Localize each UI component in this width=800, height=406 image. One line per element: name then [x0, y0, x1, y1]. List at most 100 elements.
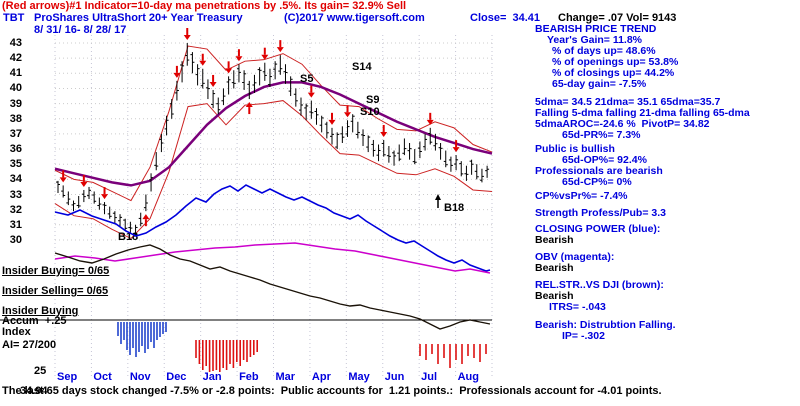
sell-arrow — [452, 147, 460, 153]
month-label: Nov — [129, 371, 151, 383]
stat-line: CLOSING POWER (blue): — [535, 223, 661, 235]
price-axis-label: 38 — [9, 112, 22, 125]
month-label: May — [348, 371, 370, 383]
sell-arrow — [380, 131, 388, 137]
sell-arrow — [276, 47, 284, 53]
signal-label: B18 — [444, 202, 464, 214]
stat-line: Falling 5-dma falling 21-dma falling 65-… — [535, 107, 750, 119]
stat-line: Strength Profess/Pub= 3.3 — [535, 207, 666, 219]
price-axis-label: 39 — [9, 97, 22, 110]
left-label: 25 — [34, 365, 47, 377]
sell-arrow — [307, 92, 315, 98]
obv-line — [54, 242, 491, 274]
stat-line: % of closings up= 44.2% — [552, 67, 675, 79]
price-axis-label: 40 — [9, 82, 22, 95]
signal-label: S14 — [352, 61, 372, 73]
month-label: Feb — [239, 371, 259, 383]
month-label: Sep — [57, 371, 78, 383]
price-axis-label: 37 — [9, 127, 22, 140]
sell-arrow — [101, 194, 109, 200]
close-value: Close= 34.41 — [470, 12, 541, 24]
sell-arrow — [235, 56, 243, 62]
price-axis-label: 35 — [9, 158, 22, 171]
left-label: Insider Buying= 0/65 — [2, 265, 110, 277]
left-label: Insider Selling= 0/65 — [2, 285, 109, 297]
price-axis-label: 31 — [9, 218, 22, 231]
month-label: Oct — [93, 371, 112, 383]
grid — [54, 35, 493, 378]
left-label: Index — [2, 326, 31, 338]
ma65-line — [54, 81, 493, 187]
buy-arrow — [142, 214, 150, 220]
summary-line: The last 65 days stock changed -7.5% or … — [2, 385, 662, 397]
stat-line: Bearish — [535, 262, 574, 274]
month-label: Jan — [202, 371, 222, 383]
stat-line: ITRS= -.043 — [549, 301, 606, 313]
date-range: 8/ 31/ 16- 8/ 28/ 17 — [34, 24, 127, 36]
stat-line: 5dmaAROC=-24.6 % PivotP= 34.82 — [535, 118, 710, 130]
stat-line: REL.STR..VS DJI (brown): — [535, 279, 664, 291]
price-axis-label: 41 — [9, 67, 22, 80]
stat-line: Public is bullish — [535, 143, 615, 155]
month-label: Mar — [275, 371, 296, 383]
price-axis-label: 33 — [9, 188, 22, 201]
stat-line: Bearish — [535, 234, 574, 246]
sell-arrow — [199, 60, 207, 66]
signal-label: S5 — [300, 73, 313, 85]
stat-line: 65d-PR%= 7.3% — [562, 129, 641, 141]
stat-line: Professionals are bearish — [535, 165, 663, 177]
stat-line: 65d-OP%= 92.4% — [562, 154, 647, 166]
stat-line: 65-day gain= -7.5% — [552, 78, 647, 90]
up-arrow-icon — [435, 194, 441, 200]
month-label: Jul — [421, 371, 438, 383]
change-volume-value: Change= .07 Vol= 9143 — [558, 12, 677, 24]
stat-line: BEARISH PRICE TREND — [535, 23, 657, 35]
sell-arrow — [80, 181, 88, 187]
relative-strength-line — [54, 244, 491, 330]
closing-power-line — [54, 184, 491, 272]
accum-histogram — [117, 322, 487, 372]
stat-line: CP%vsPr%= -7.4% — [535, 190, 628, 202]
stat-line: % of days up= 48.6% — [552, 45, 656, 57]
stat-line: Bearish — [535, 290, 574, 302]
price-axis-label: 30 — [9, 233, 22, 246]
stat-line: Year's Gain= 11.8% — [547, 34, 643, 46]
sell-arrow — [59, 177, 67, 183]
price-axis-label: 43 — [9, 37, 22, 49]
security-title: ProShares UltraShort 20+ Year Treasury — [34, 12, 243, 24]
stat-line: Bearish: Distrubtion Falling. — [535, 319, 676, 331]
left-label: Insider Buying — [2, 305, 79, 317]
signal-label: S10 — [360, 106, 380, 118]
sell-arrow — [183, 35, 191, 40]
month-label: Jun — [384, 371, 405, 383]
lower-band-line — [54, 100, 493, 240]
copyright-text: (C)2017 www.tigersoft.com — [284, 12, 425, 24]
stat-line: % of openings up= 53.8% — [552, 56, 679, 68]
price-bars — [56, 43, 490, 236]
signal-label: S9 — [366, 94, 379, 106]
month-label: Apr — [311, 371, 331, 383]
sell-arrow — [344, 112, 352, 118]
ticker-symbol: TBT — [3, 12, 25, 24]
price-axis-label: 34 — [9, 173, 22, 186]
sell-arrow — [225, 68, 233, 74]
price-axis-label: 42 — [9, 52, 22, 65]
month-label: Dec — [166, 371, 187, 383]
month-label: Aug — [457, 371, 479, 383]
left-label: AI= 27/200 — [2, 339, 57, 351]
left-label: Accum +.25 — [2, 315, 67, 327]
sell-arrow — [261, 54, 269, 60]
stat-line: 5dma= 34.5 21dma= 35.1 65dma=35.7 — [535, 96, 721, 108]
sell-arrow — [209, 81, 217, 87]
bottom-overlay-value: 34.94 — [20, 385, 48, 397]
stat-line: OBV (magenta): — [535, 251, 615, 263]
buy-arrow — [245, 102, 253, 108]
sell-arrow — [328, 119, 336, 125]
sell-arrow — [426, 119, 434, 125]
stat-line: 65d-CP%= 0% — [562, 176, 632, 188]
signal-indicator-line: (Red arrows)#1 Indicator=10-day ma penet… — [2, 0, 407, 12]
signal-arrows — [59, 28, 460, 227]
sell-arrow — [173, 72, 181, 78]
